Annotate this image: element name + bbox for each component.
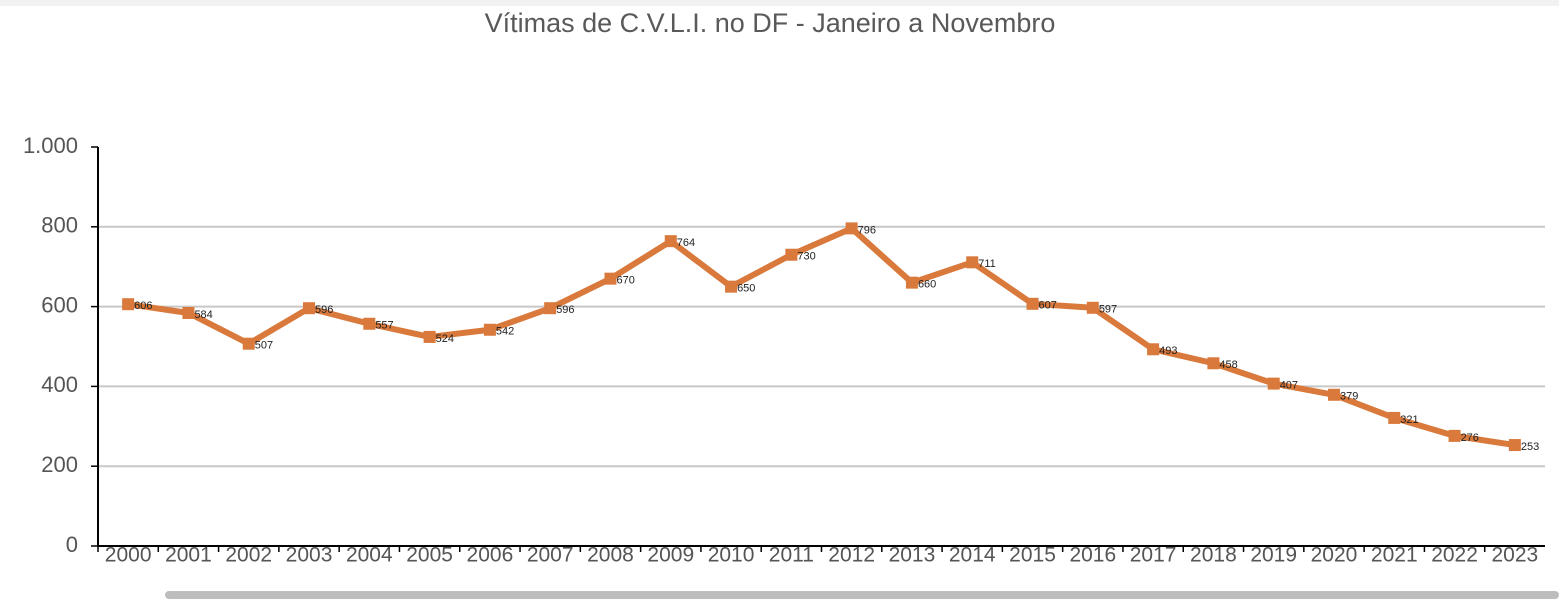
value-label: 584 xyxy=(194,309,212,321)
marker xyxy=(1086,301,1099,314)
y-tick-label: 600 xyxy=(41,292,78,317)
value-label: 321 xyxy=(1400,414,1418,426)
marker xyxy=(785,248,798,261)
value-label: 379 xyxy=(1340,391,1358,403)
value-label: 596 xyxy=(556,304,574,316)
value-label: 670 xyxy=(616,275,634,287)
x-tick-label: 2019 xyxy=(1250,544,1297,567)
x-tick-label: 2011 xyxy=(769,544,814,567)
marker xyxy=(1327,388,1340,401)
x-tick-label: 2017 xyxy=(1130,544,1177,567)
x-tick-label: 2003 xyxy=(286,544,333,567)
x-tick-label: 2016 xyxy=(1069,544,1116,567)
value-label: 542 xyxy=(496,326,514,338)
x-tick-label: 2008 xyxy=(587,544,634,567)
x-tick-label: 2021 xyxy=(1371,544,1418,567)
x-tick-label: 2004 xyxy=(346,544,393,567)
x-tick-label: 2018 xyxy=(1190,544,1237,567)
x-tick-label: 2013 xyxy=(889,544,936,567)
marker xyxy=(966,256,979,269)
chart-title: Vítimas de C.V.L.I. no DF - Janeiro a No… xyxy=(485,8,1056,38)
x-tick-label: 2000 xyxy=(105,544,152,567)
y-tick-label: 800 xyxy=(41,213,78,238)
x-tick-label: 2009 xyxy=(647,544,694,567)
marker xyxy=(544,302,557,315)
value-label: 507 xyxy=(255,340,273,352)
marker xyxy=(1508,439,1521,452)
marker xyxy=(303,302,316,315)
marker xyxy=(483,323,496,336)
marker xyxy=(1267,377,1280,390)
value-label: 711 xyxy=(978,258,996,270)
line xyxy=(127,225,1516,449)
value-label: 660 xyxy=(918,279,936,291)
x-tick-label: 2014 xyxy=(949,544,996,567)
x-tick-label: 2005 xyxy=(406,544,453,567)
value-label: 596 xyxy=(315,304,333,316)
x-tick-label: 2012 xyxy=(828,544,875,567)
x-tick-label: 2023 xyxy=(1491,544,1538,567)
marker xyxy=(725,280,738,293)
marker xyxy=(423,330,436,343)
value-label: 764 xyxy=(677,237,695,249)
value-label: 796 xyxy=(858,224,876,236)
value-label: 650 xyxy=(737,283,755,295)
marker xyxy=(182,306,195,319)
marker xyxy=(905,276,918,289)
x-tick-label: 2015 xyxy=(1009,544,1056,567)
value-label: 730 xyxy=(797,251,815,263)
value-label: 607 xyxy=(1039,300,1057,312)
y-tick-label: 0 xyxy=(66,532,78,557)
top-edge xyxy=(0,0,1559,6)
marker xyxy=(1388,411,1401,424)
marker xyxy=(604,272,617,285)
value-label: 557 xyxy=(375,320,393,332)
value-label: 458 xyxy=(1219,359,1237,371)
x-tick-label: 2001 xyxy=(165,544,212,567)
marker xyxy=(1147,343,1160,356)
value-label: 493 xyxy=(1159,345,1177,357)
x-tick-label: 2020 xyxy=(1311,544,1358,567)
marker xyxy=(1448,429,1461,442)
marker xyxy=(363,317,376,330)
x-tick-label: 2010 xyxy=(708,544,755,567)
x-tick-label: 2006 xyxy=(467,544,514,567)
value-label: 597 xyxy=(1099,304,1117,316)
y-tick-label: 400 xyxy=(41,372,78,397)
y-tick-label: 1.000 xyxy=(23,133,78,158)
marker xyxy=(1026,297,1039,310)
value-label: 276 xyxy=(1461,432,1479,444)
value-label: 524 xyxy=(436,333,454,345)
value-label: 606 xyxy=(134,300,152,312)
x-tick-label: 2007 xyxy=(527,544,574,567)
marker xyxy=(242,337,255,350)
value-label: 407 xyxy=(1280,380,1298,392)
scrollbar[interactable] xyxy=(165,591,1559,599)
x-tick-label: 2022 xyxy=(1431,544,1478,567)
value-label: 253 xyxy=(1521,441,1539,453)
marker xyxy=(664,235,677,248)
marker xyxy=(1207,357,1220,370)
marker xyxy=(845,222,858,235)
y-tick-label: 200 xyxy=(41,452,78,477)
x-tick-label: 2002 xyxy=(225,544,272,567)
marker xyxy=(122,298,135,311)
